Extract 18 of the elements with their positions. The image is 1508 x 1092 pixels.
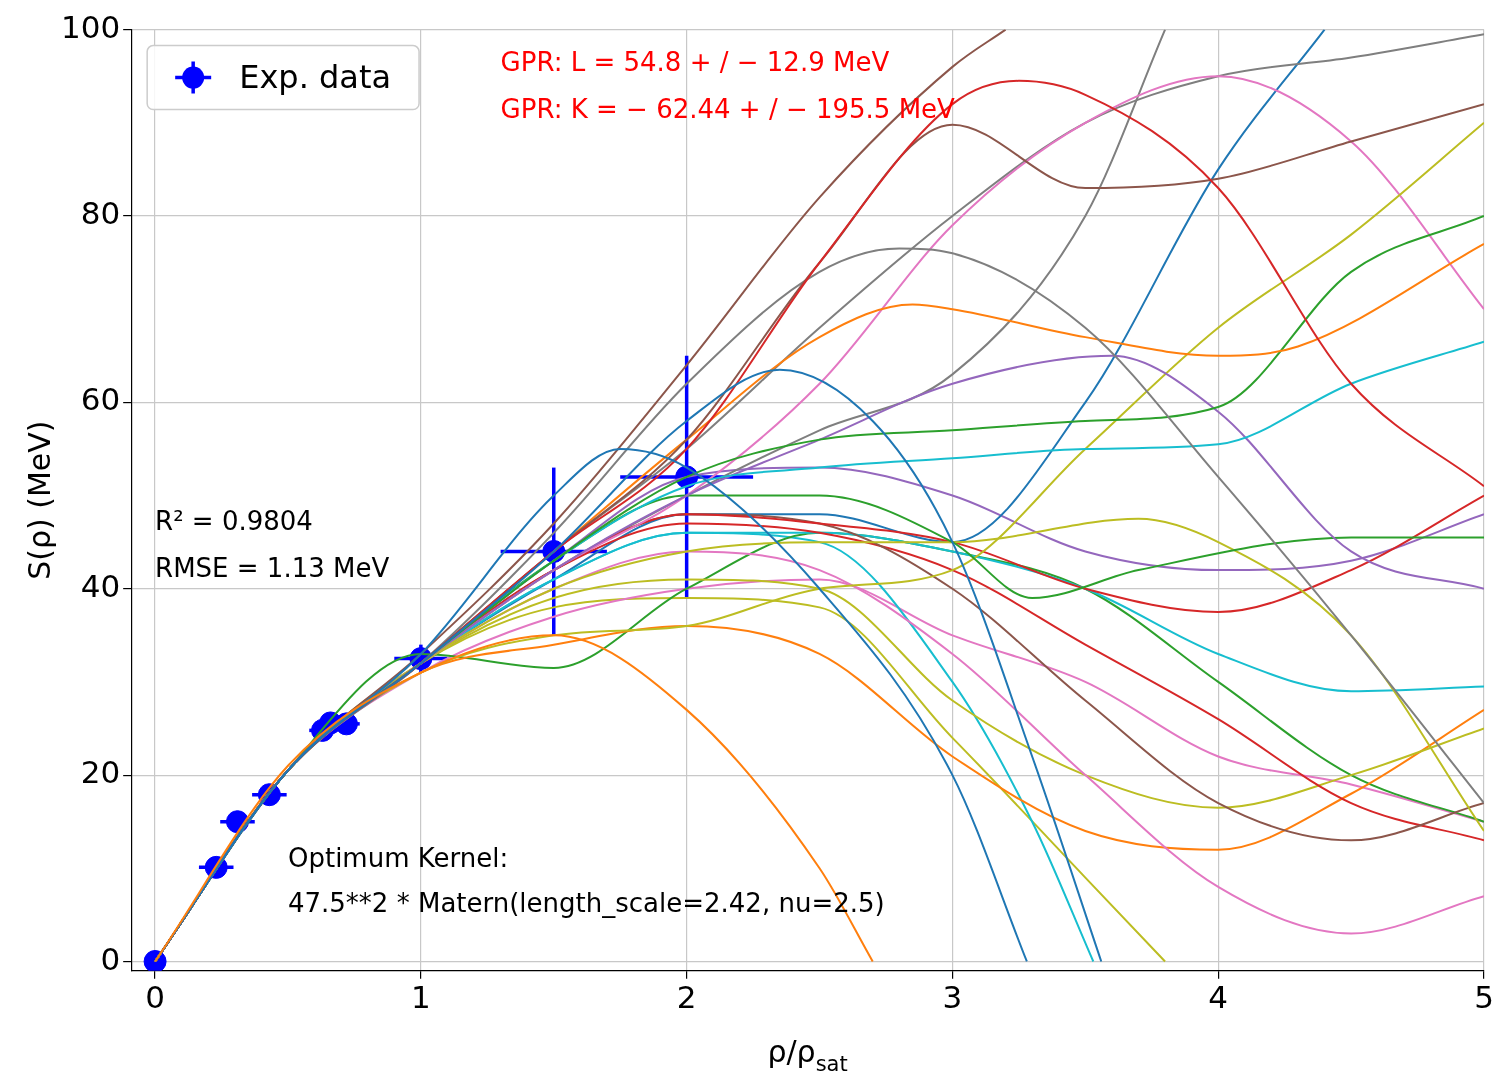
annotation: GPR: L = 54.8 + / − 12.9 MeV <box>500 46 890 77</box>
annotation: RMSE = 1.13 MeV <box>155 552 390 583</box>
x-tick-label: 1 <box>411 979 431 1016</box>
x-tick-label: 4 <box>1208 979 1229 1016</box>
x-tick-label: 0 <box>145 979 165 1016</box>
x-tick-label: 2 <box>676 979 697 1016</box>
x-tick-label: 3 <box>942 979 963 1016</box>
x-tick-label: 5 <box>1474 979 1494 1016</box>
y-tick-label: 20 <box>80 754 121 791</box>
annotation: R² = 0.9804 <box>155 506 313 537</box>
legend-label: Exp. data <box>239 57 392 96</box>
y-tick-label: 0 <box>100 940 121 977</box>
y-axis-title: S(ρ) (MeV) <box>22 420 57 580</box>
y-tick-label: 60 <box>80 381 121 418</box>
y-tick-label: 40 <box>80 567 121 604</box>
annotation: Optimum Kernel: <box>287 842 509 873</box>
y-tick-label: 100 <box>61 8 121 45</box>
y-tick-label: 80 <box>80 195 121 232</box>
